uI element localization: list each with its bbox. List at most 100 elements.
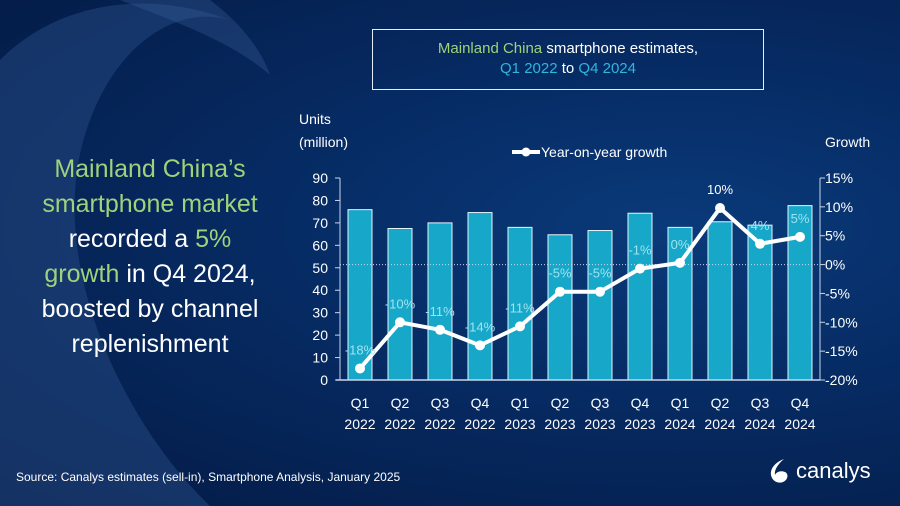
right-tick-label: 0% (825, 257, 845, 273)
title-end: Q4 2024 (578, 60, 636, 77)
headline-line: Mainland China’s (54, 155, 246, 183)
growth-line (358, 206, 801, 370)
x-tick-label-quarter: Q4 (631, 395, 650, 411)
left-tick-label: 40 (312, 282, 328, 298)
bar (627, 212, 653, 381)
bar (547, 234, 573, 381)
growth-data-label: -11% (505, 300, 535, 315)
right-tick-label: 10% (825, 199, 853, 215)
left-tick-label: 10 (312, 350, 328, 366)
legend-label: Year-on-year growth (541, 144, 667, 160)
growth-data-label: -14% (465, 319, 496, 334)
x-tick-label-year: 2024 (704, 416, 735, 432)
growth-point (435, 324, 445, 335)
right-tick-label: 15% (825, 170, 853, 186)
x-tick-label-year: 2023 (624, 416, 655, 432)
growth-point (355, 363, 365, 374)
title-region: Mainland China (437, 40, 543, 57)
growth-point (675, 257, 685, 268)
x-tick-label-quarter: Q1 (511, 395, 530, 411)
left-tick-label: 20 (312, 327, 328, 343)
headline-line: boosted by channel (41, 295, 259, 323)
right-tick-label: 5% (825, 228, 845, 244)
growth-data-label: -5% (588, 266, 612, 281)
bar (347, 209, 373, 381)
left-tick-label: 0 (320, 372, 328, 388)
right-tick-label: -20% (825, 372, 858, 388)
growth-point (555, 286, 565, 297)
right-axis-label: Growth (825, 134, 870, 150)
headline: Mainland China’s smartphone market recor… (20, 152, 280, 362)
title-to: to (557, 60, 579, 77)
title-start: Q1 2022 (500, 60, 558, 77)
right-tick-label: -15% (825, 343, 858, 359)
growth-point (395, 317, 405, 328)
left-tick-label: 60 (312, 237, 328, 253)
x-tick-label-quarter: Q2 (391, 395, 410, 411)
growth-point (515, 321, 525, 332)
bar (467, 212, 493, 381)
legend: Year-on-year growth (512, 144, 667, 160)
x-tick-label-quarter: Q3 (591, 395, 610, 411)
left-tick-label: 90 (312, 170, 328, 186)
growth-data-label: 5% (791, 211, 810, 226)
growth-point (715, 203, 725, 214)
growth-data-label: 4% (751, 218, 770, 233)
left-axis-label-line1: Units (299, 111, 331, 127)
x-tick-label-year: 2023 (504, 416, 535, 432)
growth-point (475, 340, 485, 351)
x-tick-label-quarter: Q1 (351, 395, 370, 411)
growth-point (595, 286, 605, 297)
left-tick-label: 70 (312, 215, 328, 231)
left-tick-label: 30 (312, 305, 328, 321)
headline-highlight: growth (44, 260, 120, 288)
headline-highlight: 5% (195, 225, 232, 253)
x-tick-label-quarter: Q3 (751, 395, 770, 411)
x-tick-label-quarter: Q4 (791, 395, 810, 411)
growth-point (635, 263, 645, 274)
headline-line: smartphone market (42, 190, 258, 218)
growth-data-label: -5% (548, 266, 572, 281)
growth-data-label: -10% (385, 296, 416, 311)
growth-point (795, 231, 805, 242)
growth-data-label: 10% (707, 182, 733, 197)
bar (507, 226, 533, 381)
chart-title-box: Mainland China smartphone estimates, Q1 … (372, 29, 764, 90)
legend-marker-icon (521, 147, 531, 157)
headline-text: in Q4 2024, (119, 260, 256, 288)
bar (427, 222, 453, 381)
headline-text: recorded a (68, 225, 196, 253)
x-tick-label-year: 2024 (744, 416, 775, 432)
growth-data-label: 0% (671, 237, 690, 252)
x-tick-label-quarter: Q2 (711, 395, 730, 411)
canalys-logo: canalys (768, 458, 871, 484)
growth-data-label: -1% (628, 243, 652, 258)
x-tick-label-year: 2022 (344, 416, 375, 432)
x-tick-label-quarter: Q1 (671, 395, 690, 411)
right-tick-label: -5% (825, 285, 850, 301)
headline-line: replenishment (71, 330, 229, 358)
source-note: Source: Canalys estimates (sell-in), Sma… (16, 470, 401, 484)
title-text: smartphone estimates, (542, 40, 699, 57)
left-tick-label: 80 (312, 192, 328, 208)
left-axis-label-line2: (million) (299, 134, 348, 150)
bar (707, 221, 733, 381)
x-tick-label-quarter: Q3 (431, 395, 450, 411)
x-tick-label-year: 2023 (544, 416, 575, 432)
canalys-logo-text: canalys (796, 458, 871, 483)
right-tick-label: -10% (825, 314, 858, 330)
bar (787, 205, 813, 381)
bar (587, 230, 613, 381)
x-tick-label-quarter: Q4 (471, 395, 490, 411)
left-tick-label: 50 (312, 260, 328, 276)
growth-point (755, 238, 765, 249)
x-tick-label-year: 2024 (784, 416, 815, 432)
x-tick-label-year: 2023 (584, 416, 615, 432)
x-tick-label-year: 2022 (424, 416, 455, 432)
canalys-logo-icon (770, 459, 788, 483)
x-tick-label-year: 2022 (464, 416, 495, 432)
x-tick-label-year: 2024 (664, 416, 695, 432)
x-tick-label-year: 2022 (384, 416, 415, 432)
